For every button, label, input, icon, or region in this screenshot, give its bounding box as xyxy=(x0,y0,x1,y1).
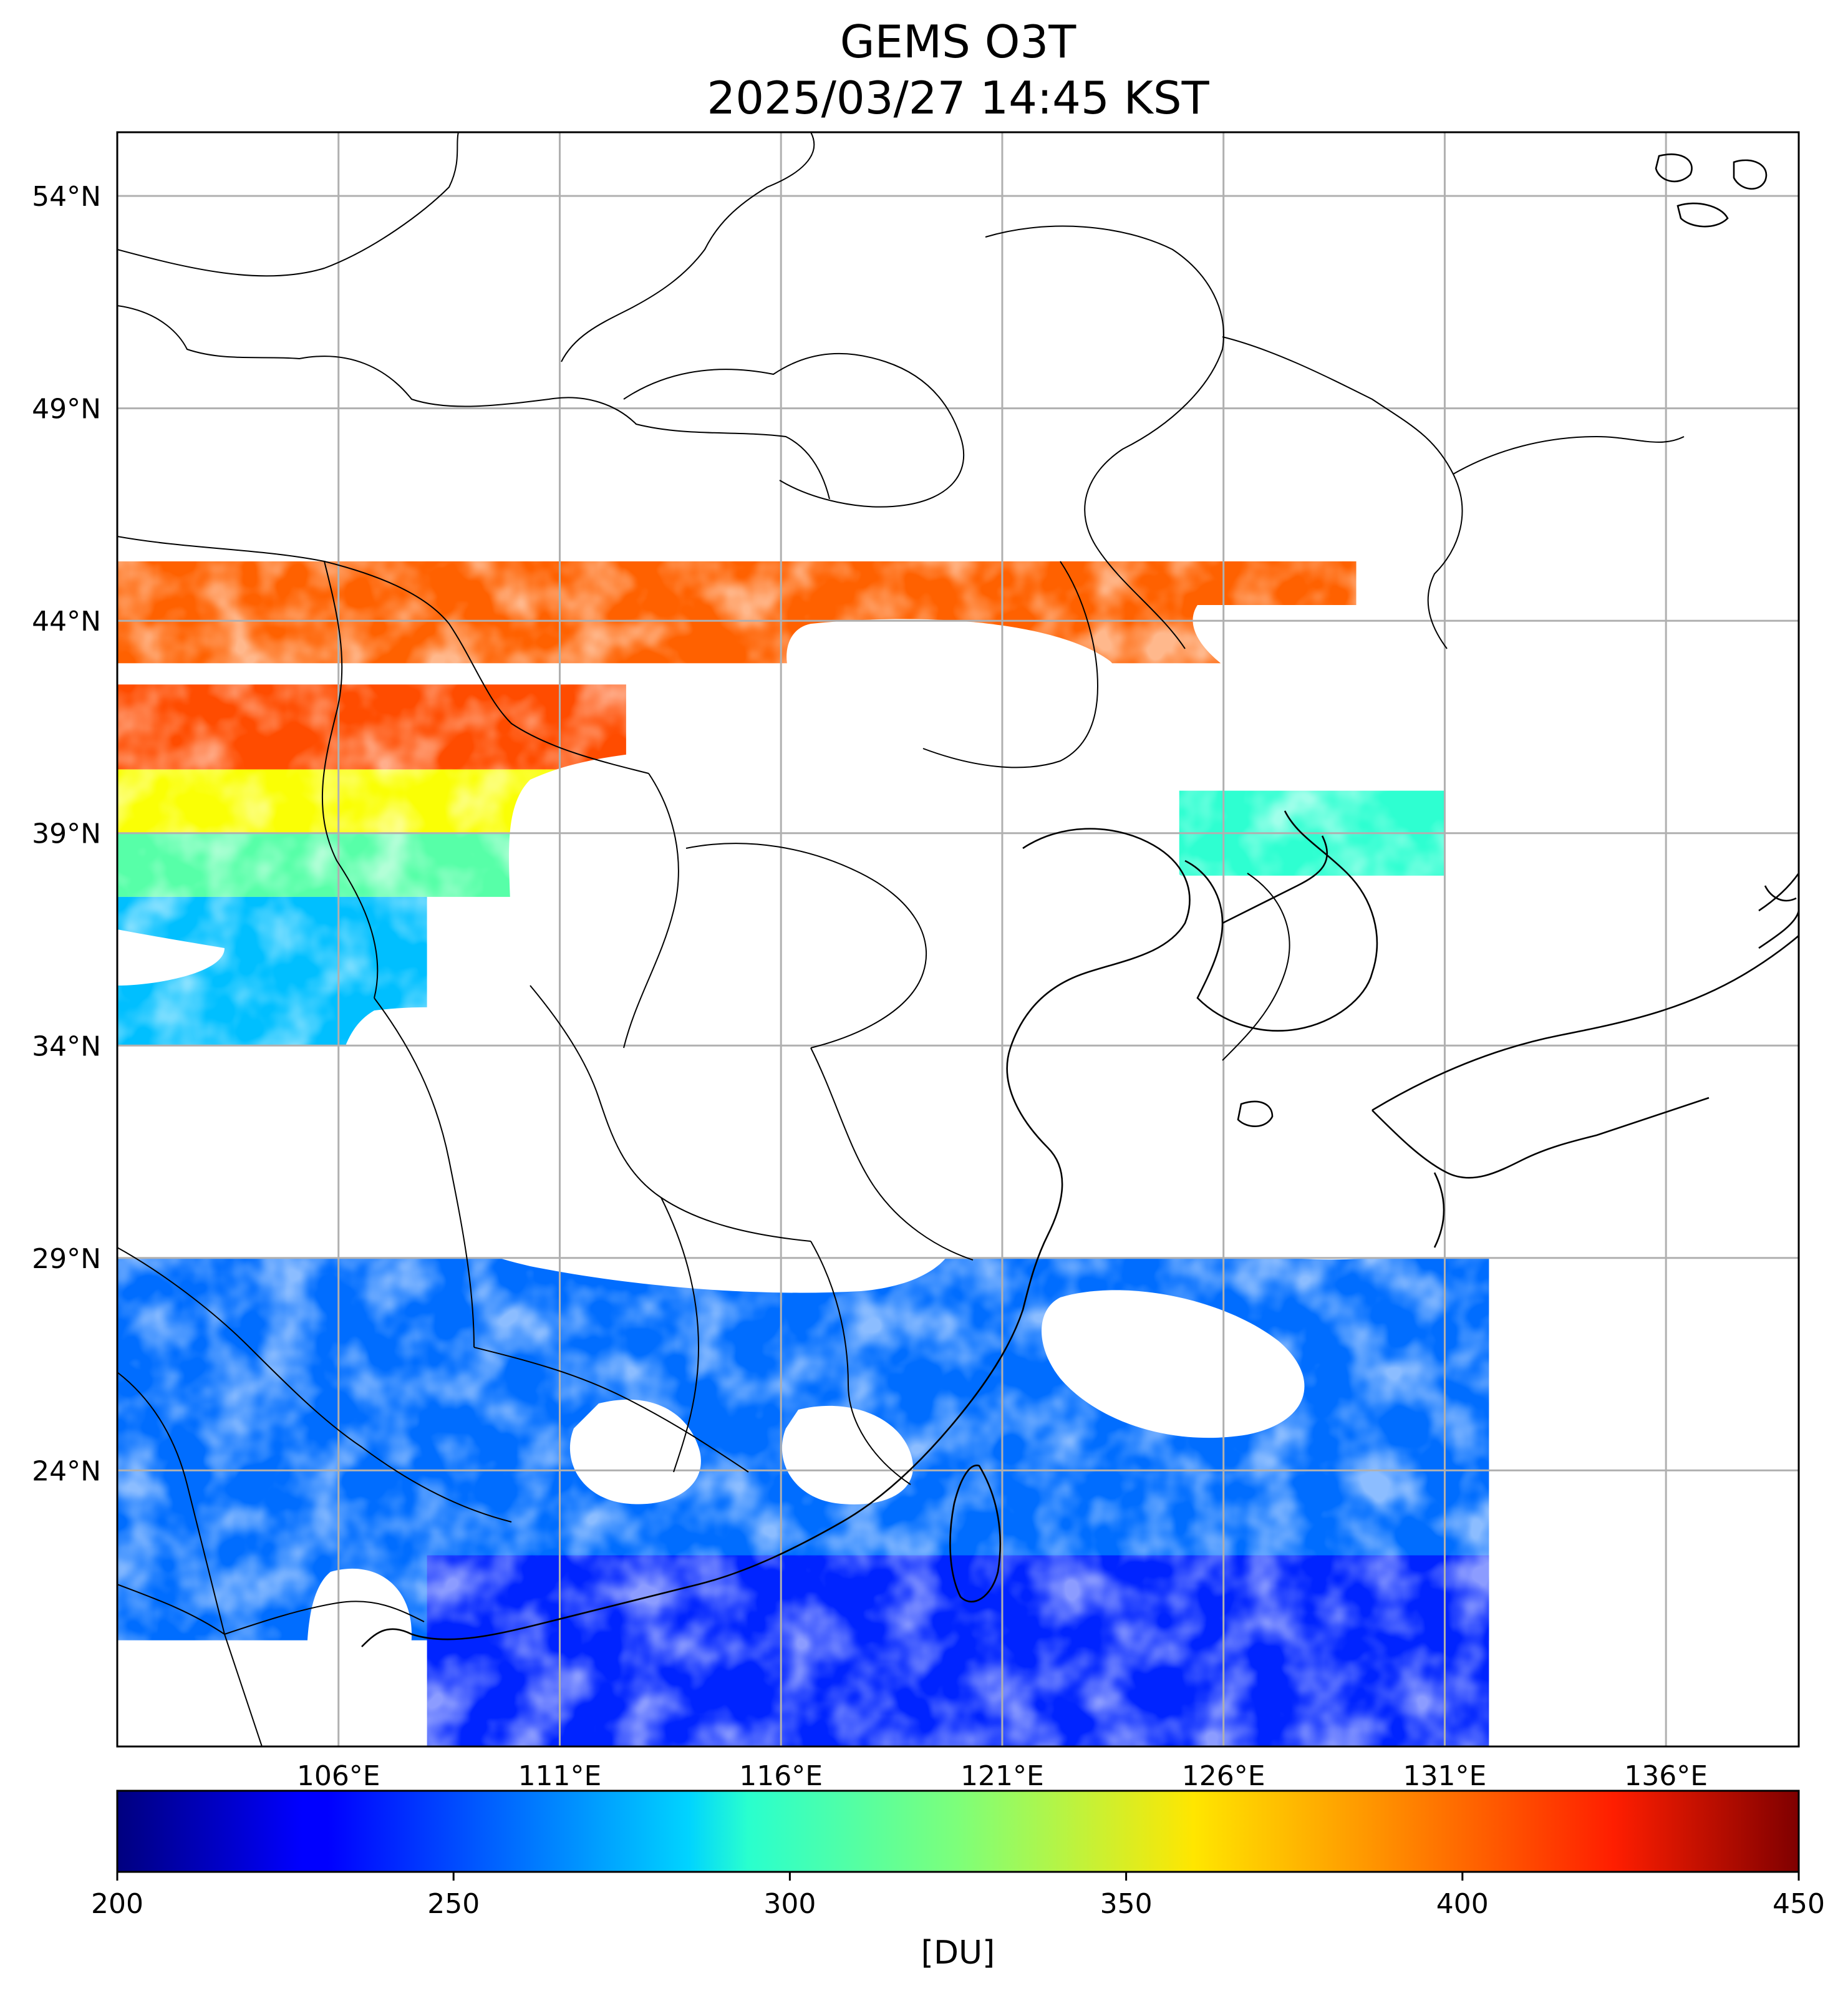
lon-tick-label: 111°E xyxy=(518,1760,602,1792)
colorbar-gradient xyxy=(117,1791,1799,1872)
colorbar-unit-label: [DU] xyxy=(921,1934,995,1972)
colorbar-tick-label: 200 xyxy=(91,1888,143,1920)
lon-tick-label: 136°E xyxy=(1624,1760,1708,1792)
map-area xyxy=(117,132,1799,1746)
lat-tick-label: 54°N xyxy=(32,181,101,213)
latitude-tick-labels: 54°N 49°N 44°N 39°N 34°N 29°N 24°N xyxy=(32,181,101,1487)
coastlines xyxy=(361,153,1799,1647)
colorbar-tick-label: 450 xyxy=(1773,1888,1825,1920)
colorbar-tick-label: 300 xyxy=(763,1888,816,1920)
lon-tick-label: 106°E xyxy=(297,1760,380,1792)
colorbar-tick-labels: 200 250 300 350 400 450 xyxy=(91,1872,1825,1920)
lon-tick-label: 121°E xyxy=(960,1760,1044,1792)
colorbar-tick-label: 400 xyxy=(1436,1888,1489,1920)
lat-tick-label: 34°N xyxy=(32,1030,101,1062)
lat-tick-label: 49°N xyxy=(32,394,101,425)
colorbar: 200 250 300 350 400 450 [DU] xyxy=(91,1790,1825,1972)
lon-tick-label: 126°E xyxy=(1182,1760,1265,1792)
lat-tick-label: 29°N xyxy=(32,1243,101,1275)
lat-tick-label: 44°N xyxy=(32,606,101,637)
colorbar-tick-label: 250 xyxy=(427,1888,480,1920)
lon-tick-label: 131°E xyxy=(1403,1760,1487,1792)
map-subtitle-timestamp: 2025/03/27 14:45 KST xyxy=(707,72,1209,124)
colorbar-frame xyxy=(116,1790,1800,1873)
lon-tick-label: 116°E xyxy=(739,1760,823,1792)
lat-tick-label: 39°N xyxy=(32,818,101,850)
lat-tick-label: 24°N xyxy=(32,1455,101,1487)
map-frame xyxy=(116,131,1800,1748)
colorbar-tick-label: 350 xyxy=(1100,1888,1153,1920)
map-title: GEMS O3T xyxy=(840,16,1076,68)
admin-borders xyxy=(117,132,1685,1746)
longitude-tick-labels: 106°E 111°E 116°E 121°E 126°E 131°E 136°E xyxy=(297,1760,1708,1792)
